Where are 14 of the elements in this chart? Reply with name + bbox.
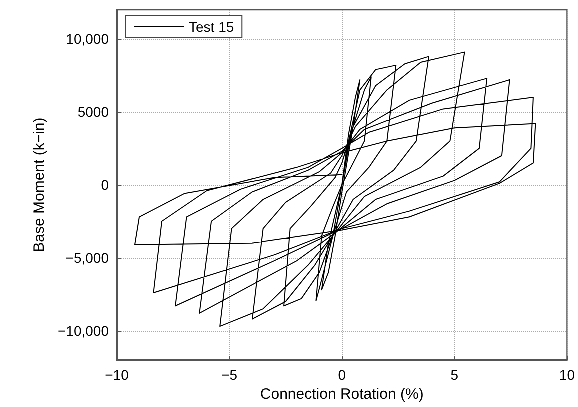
y-tick-label: −5,000 — [66, 250, 110, 266]
y-tick-label: −10,000 — [58, 322, 110, 339]
y-axis-title: Base Moment (k−in) — [31, 118, 48, 252]
y-tick-label: 5000 — [78, 104, 110, 120]
x-tick-label: 0 — [338, 367, 346, 384]
legend-label: Test 15 — [189, 19, 234, 35]
x-tick-label: 10 — [559, 367, 576, 384]
x-tick-label: 5 — [450, 367, 459, 384]
line-series — [134, 52, 536, 328]
x-tick-label: −10 — [105, 367, 130, 384]
y-tick-label: 0 — [101, 177, 110, 194]
x-axis-title: Connection Rotation (%) — [260, 386, 424, 403]
y-tick-label: 10,000 — [66, 31, 110, 48]
x-tick-label: −5 — [222, 367, 238, 384]
